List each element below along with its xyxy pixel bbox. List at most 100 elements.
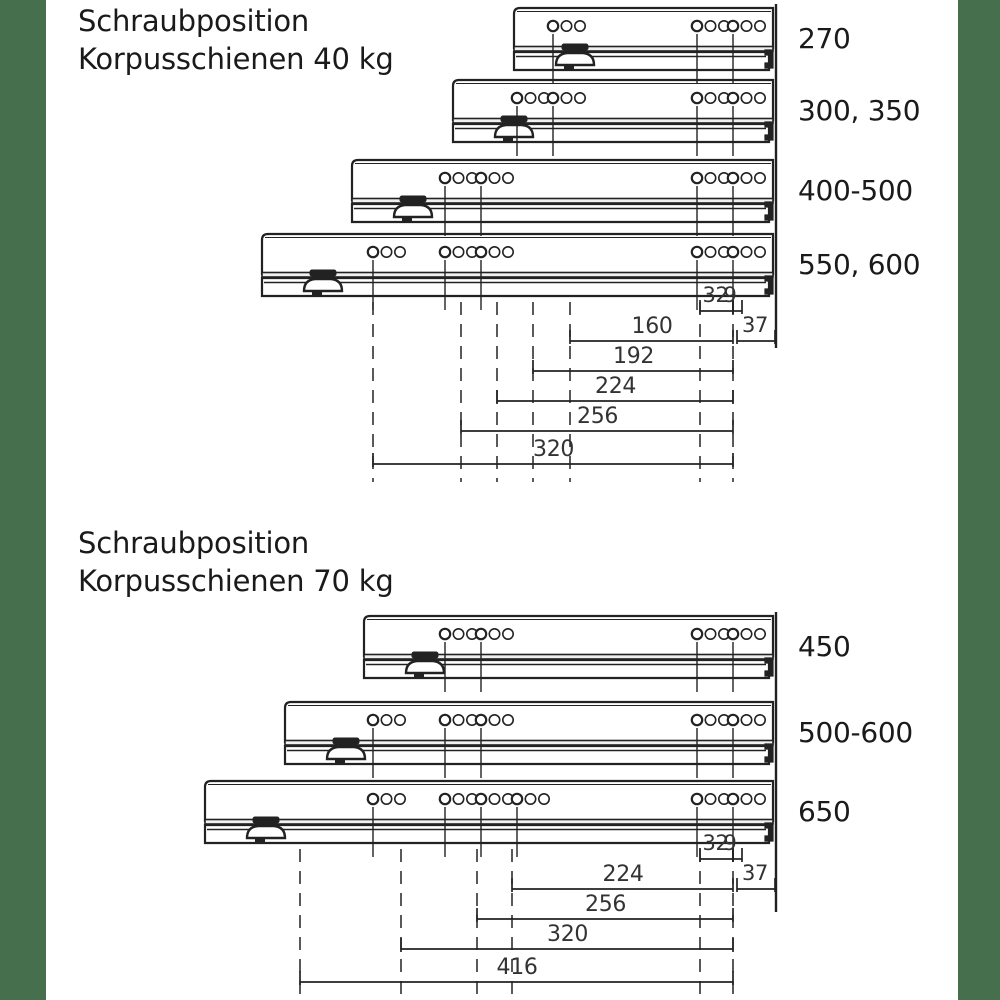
- section-70kg-title-line2: Korpusschienen 70 kg: [78, 564, 394, 598]
- rail-hole: [753, 92, 766, 105]
- rail-hole: [740, 19, 753, 32]
- rail-hole: [546, 91, 560, 105]
- rail-hole: [380, 792, 393, 805]
- rail-size-label-270: 270: [798, 22, 851, 55]
- rail-end-hook: [764, 822, 774, 842]
- dimension-40kg-37: [736, 330, 776, 344]
- rail-hole: [488, 713, 501, 726]
- dimension-70kg-320: [400, 938, 734, 952]
- rail-hole: [753, 172, 766, 185]
- rail-latch-pin: [335, 760, 345, 764]
- rail-hole: [753, 792, 766, 805]
- rail-end-hook: [764, 121, 774, 141]
- rail-latch-lever: [404, 659, 446, 675]
- rail-40kg-300-350: [451, 78, 775, 144]
- rail-hole: [690, 19, 704, 33]
- rail-hole: [704, 627, 717, 640]
- rail-hole: [438, 245, 452, 259]
- rail-latch-pin: [414, 674, 424, 678]
- rail-hole: [704, 713, 717, 726]
- rail-hole: [726, 627, 740, 641]
- rail-hole: [753, 246, 766, 259]
- rail-70kg-450: [362, 614, 775, 680]
- dimension-label-37: 37: [742, 861, 769, 885]
- rail-hole: [704, 92, 717, 105]
- rail-hole: [452, 713, 465, 726]
- rail-hole: [753, 627, 766, 640]
- rail-hole: [740, 792, 753, 805]
- dimension-label-9: 9: [723, 831, 737, 855]
- rail-end-hook: [764, 657, 774, 677]
- rail-size-label-550-600: 550, 600: [798, 248, 921, 281]
- dimension-label-224: 224: [595, 374, 637, 399]
- rail-latch-tab: [332, 737, 360, 745]
- rail-hole: [474, 713, 488, 727]
- rail-hole: [740, 172, 753, 185]
- rail-size-label-400-500: 400-500: [798, 174, 913, 207]
- holes-40kg-400-500: [438, 171, 766, 236]
- rail-hole: [438, 792, 452, 806]
- rail-hole: [452, 172, 465, 185]
- rail-hole: [501, 627, 514, 640]
- rail-hole: [690, 792, 704, 806]
- rail-latch-pin: [255, 839, 265, 843]
- dimension-label-160: 160: [631, 314, 673, 339]
- dimension-label-37: 37: [742, 313, 769, 337]
- dimension-40kg-256: [460, 420, 734, 434]
- rail-hole: [726, 171, 740, 185]
- right-green-border: [958, 0, 1000, 1000]
- dimension-70kg-9: [732, 848, 743, 862]
- rail-hole: [438, 171, 452, 185]
- rail-size-label-300-350: 300, 350: [798, 94, 921, 127]
- rail-hole: [753, 713, 766, 726]
- rail-latch-pin: [312, 292, 322, 296]
- rail-hole: [726, 245, 740, 259]
- rail-40kg-400-500: [350, 158, 775, 224]
- rail-hole: [740, 246, 753, 259]
- holes-40kg-300-350: [510, 91, 766, 156]
- rail-latch-tab: [399, 195, 427, 203]
- rail-hole: [488, 792, 501, 805]
- rail-hole: [366, 713, 380, 727]
- dimension-40kg-320: [372, 453, 734, 467]
- rail-latch-tab: [411, 651, 439, 659]
- rail-hole: [690, 713, 704, 727]
- rail-hole: [690, 91, 704, 105]
- rail-40kg-270: [512, 6, 775, 72]
- dimension-70kg-37: [736, 878, 776, 892]
- rail-end-hook: [764, 201, 774, 221]
- rail-latch-pin: [564, 66, 574, 70]
- rail-hole: [740, 713, 753, 726]
- dimension-40kg-192: [532, 360, 734, 374]
- dimension-70kg-416: [299, 971, 734, 985]
- rail-hole: [452, 246, 465, 259]
- rail-hole: [438, 627, 452, 641]
- rail-hole: [474, 792, 488, 806]
- section-40kg-title-line1: Schraubposition: [78, 4, 310, 38]
- rail-hole: [704, 246, 717, 259]
- rail-seam: [204, 818, 774, 825]
- rail-hole: [501, 713, 514, 726]
- rail-70kg-500-600: [283, 700, 775, 766]
- rail-latch-lever: [392, 203, 434, 219]
- rail-hole: [452, 792, 465, 805]
- holes-40kg-270: [546, 19, 766, 84]
- dimension-label-192: 192: [613, 344, 655, 369]
- rail-latch-pin: [503, 138, 513, 142]
- rail-hole: [524, 92, 537, 105]
- rail-hole: [753, 19, 766, 32]
- dimension-label-320: 320: [533, 437, 575, 462]
- rail-hole: [690, 245, 704, 259]
- dimension-70kg-224: [511, 878, 734, 892]
- rail-hole: [690, 627, 704, 641]
- rail-hole: [393, 246, 406, 259]
- holes-40kg-550-600: [366, 245, 766, 310]
- dimension-label-9: 9: [723, 283, 737, 307]
- left-green-border: [0, 0, 46, 1000]
- rail-latch-lever: [325, 745, 367, 761]
- rail-hole: [438, 713, 452, 727]
- rail-hole: [474, 245, 488, 259]
- rail-hole: [704, 172, 717, 185]
- holes-70kg-450: [438, 627, 766, 692]
- rail-hole: [740, 627, 753, 640]
